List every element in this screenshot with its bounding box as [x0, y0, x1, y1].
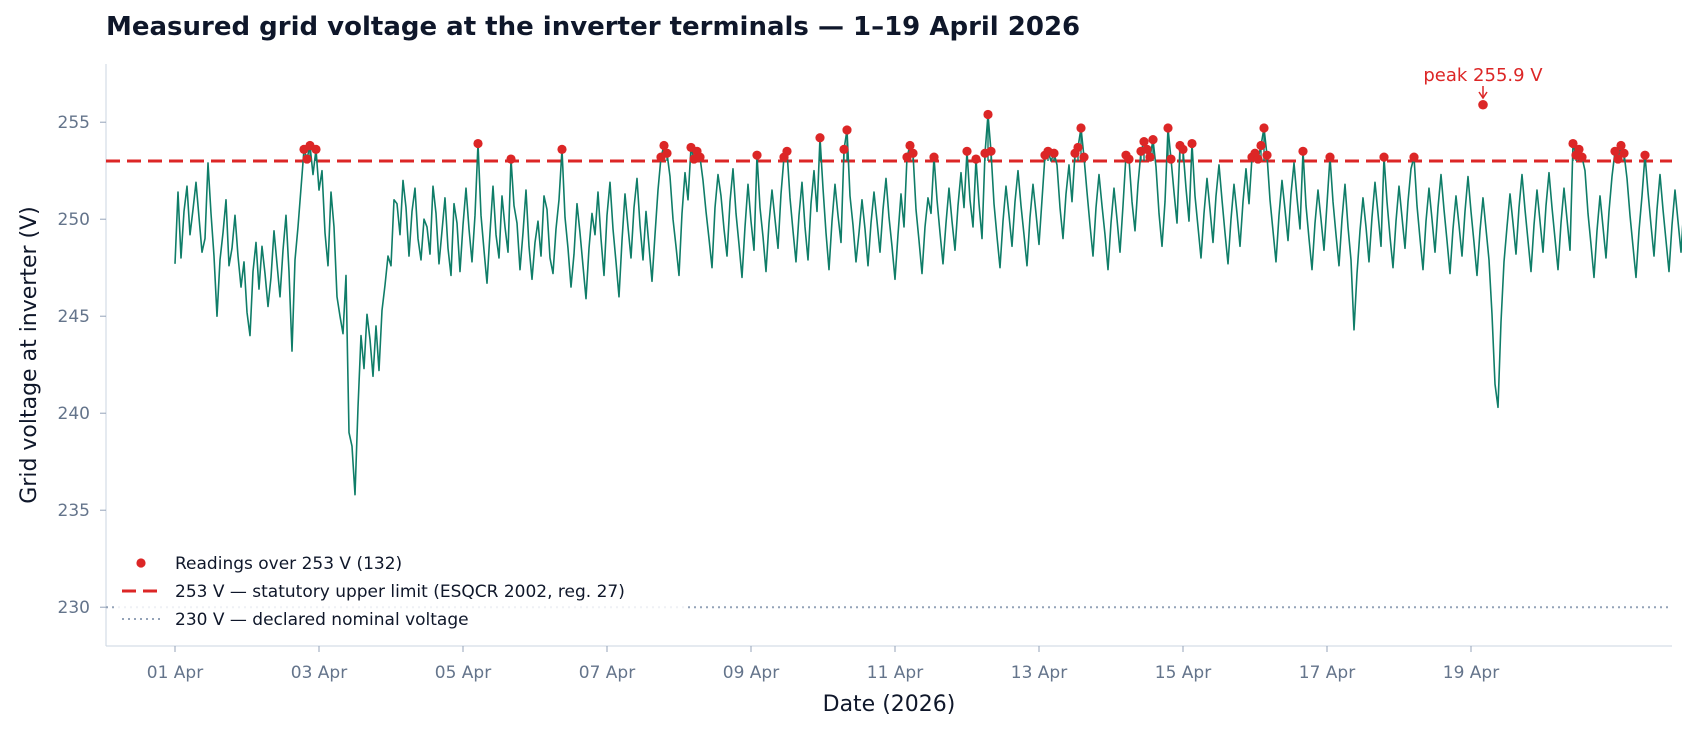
over-limit-point: [929, 152, 939, 162]
over-limit-point: [662, 148, 672, 158]
y-axis-label: Grid voltage at inverter (V): [17, 206, 42, 504]
over-limit-point: [842, 125, 852, 135]
over-limit-points: [299, 109, 1650, 164]
over-limit-point: [1124, 154, 1134, 164]
voltage-line: [174, 113, 1682, 496]
over-limit-point: [1574, 144, 1584, 154]
over-limit-point: [1640, 150, 1650, 160]
over-limit-point: [1577, 152, 1587, 162]
over-limit-point: [908, 148, 918, 158]
legend: Readings over 253 V (132) 253 V — statuto…: [114, 548, 684, 638]
over-limit-point: [1298, 146, 1308, 156]
over-limit-point: [983, 109, 993, 120]
over-limit-point: [1259, 123, 1269, 133]
reference-lines: [106, 159, 1672, 609]
over-limit-point: [1145, 152, 1155, 162]
over-limit-point: [302, 154, 312, 164]
over-limit-point: [839, 144, 849, 154]
x-tick-label: 07 Apr: [579, 663, 635, 683]
over-limit-point: [1148, 135, 1158, 145]
over-limit-point: [1610, 146, 1620, 156]
over-limit-point: [905, 140, 915, 151]
peak-annotation: peak 255.9 V: [1423, 65, 1543, 110]
x-tick-label: 11 Apr: [867, 663, 923, 683]
legend-marker-readings: [136, 558, 146, 568]
x-tick-label: 03 Apr: [291, 663, 347, 683]
over-limit-point: [1325, 152, 1335, 162]
legend-label-limit: 253 V — statutory upper limit (ESQCR 200…: [175, 582, 625, 602]
legend-box: [114, 548, 684, 638]
y-tick-label: 250: [58, 210, 90, 230]
over-limit-point: [782, 146, 792, 156]
over-limit-point: [1178, 144, 1188, 154]
y-tick-label: 245: [58, 307, 90, 327]
x-tick-label: 01 Apr: [147, 663, 203, 683]
chart-title: Measured grid voltage at the inverter te…: [106, 12, 1081, 42]
x-tick-label: 19 Apr: [1443, 663, 1499, 683]
over-limit-point: [1379, 152, 1389, 162]
over-limit-point: [1079, 152, 1089, 162]
over-limit-point: [1166, 154, 1176, 164]
over-limit-point: [1619, 148, 1629, 158]
over-limit-point: [506, 154, 516, 164]
over-limit-point: [695, 152, 705, 162]
x-tick-label: 09 Apr: [723, 663, 779, 683]
over-limit-point: [311, 144, 321, 154]
over-limit-point: [1163, 123, 1173, 133]
over-limit-point: [473, 138, 483, 149]
x-tick-label: 15 Apr: [1155, 663, 1211, 683]
y-tick-label: 230: [58, 598, 90, 618]
peak-label: peak 255.9 V: [1423, 65, 1543, 86]
over-limit-point: [1139, 137, 1149, 147]
over-limit-point: [1187, 138, 1197, 149]
over-limit-point: [752, 150, 762, 160]
x-tick-label: 17 Apr: [1299, 663, 1355, 683]
over-limit-point: [986, 146, 996, 156]
over-limit-point: [1616, 140, 1626, 151]
over-limit-point: [1613, 154, 1623, 164]
y-tick-label: 255: [58, 113, 90, 133]
x-axis-ticks: 01 Apr 03 Apr 05 Apr 07 Apr 09 Apr 11 Apr 13 A…: [147, 646, 1499, 683]
peak-point: [1478, 99, 1488, 110]
y-axis-ticks: 230 235 240 245 250 255: [58, 113, 106, 618]
x-axis-label: Date (2026): [823, 692, 956, 717]
over-limit-point: [1073, 142, 1083, 153]
over-limit-point: [815, 133, 825, 143]
over-limit-point: [557, 144, 567, 154]
y-tick-label: 240: [58, 404, 90, 424]
over-limit-point: [1256, 140, 1266, 151]
legend-label-readings: Readings over 253 V (132): [175, 554, 402, 574]
over-limit-point: [962, 146, 972, 156]
peak-arrow-head: [1478, 91, 1488, 100]
over-limit-point: [1142, 144, 1152, 154]
over-limit-point: [971, 154, 981, 164]
over-limit-point: [1568, 138, 1578, 149]
voltage-series: [174, 113, 1682, 496]
x-tick-label: 05 Apr: [435, 663, 491, 683]
y-tick-label: 235: [58, 501, 90, 521]
over-limit-point: [1262, 150, 1272, 160]
over-limit-point: [1076, 123, 1086, 133]
over-limit-point: [1253, 154, 1263, 164]
over-limit-point: [659, 140, 669, 151]
over-limit-point: [1409, 152, 1419, 162]
legend-label-nominal: 230 V — declared nominal voltage: [175, 610, 469, 630]
x-tick-label: 13 Apr: [1011, 663, 1067, 683]
over-limit-point: [1049, 148, 1059, 158]
